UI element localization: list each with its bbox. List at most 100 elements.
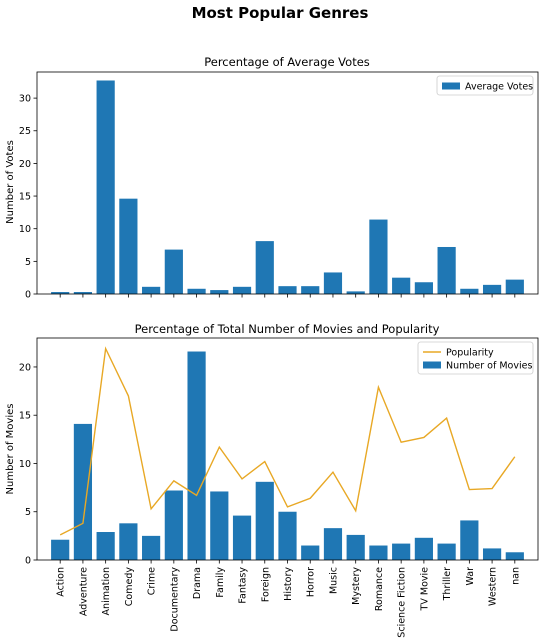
- votes-legend: Average Votes: [436, 75, 534, 96]
- movies-bar-comedy: [119, 523, 138, 560]
- legend-swatch-number-of-movies: [423, 361, 441, 369]
- votes-bar-fantasy: [232, 286, 252, 294]
- movies-xtick-label-crime: Crime: [147, 567, 158, 595]
- movies-ytick-label: 0: [25, 555, 31, 566]
- votes-ytick-label: 20: [19, 159, 31, 170]
- movies-bar-foreign: [255, 481, 274, 560]
- movies-bar-mystery: [346, 534, 365, 560]
- movies-bars: [51, 351, 524, 560]
- movies-legend: Popularity Number of Movies: [417, 341, 534, 375]
- movies-bar-nan: [505, 552, 524, 560]
- legend-label-average-votes: Average Votes: [465, 81, 533, 92]
- votes-bar-romance: [369, 219, 388, 294]
- movies-bar-western: [482, 548, 502, 560]
- votes-bar-drama: [187, 288, 206, 294]
- votes-bar-science-fiction: [392, 277, 411, 294]
- movies-axes-frame: [36, 337, 539, 561]
- votes-bar-adventure: [73, 292, 93, 294]
- votes-bar-mystery: [346, 291, 365, 294]
- votes-bar-music: [323, 272, 343, 294]
- votes-bar-comedy: [119, 198, 138, 294]
- movies-bar-family: [210, 491, 229, 560]
- movies-bar-animation: [96, 532, 115, 560]
- votes-bar-nan: [505, 279, 524, 294]
- movies-chart-ylabel: Number of Movies: [5, 404, 16, 495]
- movies-bar-drama: [187, 351, 206, 560]
- votes-ytick-label: 15: [19, 191, 31, 202]
- movies-xtick-label-fantasy: Fantasy: [238, 567, 249, 604]
- votes-bar-foreign: [255, 241, 274, 294]
- votes-bar-crime: [142, 286, 161, 294]
- votes-bars: [51, 80, 524, 294]
- votes-bar-western: [482, 284, 502, 294]
- movies-xtick-label-adventure: Adventure: [78, 567, 89, 616]
- votes-ytick-label: 25: [19, 126, 31, 137]
- votes-ytick-label: 0: [25, 289, 31, 300]
- movies-ytick-label: 15: [19, 411, 31, 422]
- movies-y-axis: 0 5 10 15 20: [19, 362, 37, 566]
- movies-bar-science-fiction: [392, 543, 411, 560]
- movies-xtick-label-mystery: Mystery: [351, 567, 362, 605]
- legend-label-number-of-movies: Number of Movies: [446, 360, 532, 371]
- movies-xtick-label-science-fiction: Science Fiction: [397, 567, 408, 638]
- votes-bar-thriller: [437, 246, 456, 294]
- popularity-series-line: [59, 346, 516, 536]
- popularity-line: [59, 346, 516, 536]
- movies-bar-history: [278, 511, 297, 560]
- votes-bar-documentary: [164, 249, 183, 294]
- movies-bar-war: [460, 520, 479, 560]
- movies-legend-box: [417, 341, 534, 375]
- votes-chart-ylabel: Number of Votes: [5, 140, 16, 224]
- movies-xtick-label-nan: nan: [510, 567, 521, 585]
- legend-label-popularity: Popularity: [446, 347, 494, 358]
- movies-bar-romance: [369, 545, 388, 560]
- movies-xtick-label-animation: Animation: [101, 567, 112, 615]
- votes-bar-war: [460, 288, 479, 294]
- votes-bar-animation: [96, 80, 115, 294]
- movies-ytick-label: 10: [19, 459, 31, 470]
- legend-swatch-average-votes: [442, 82, 460, 90]
- votes-chart-title: Percentage of Average Votes: [204, 55, 370, 69]
- movies-bar-action: [51, 539, 70, 560]
- movies-xtick-label-war: War: [465, 567, 476, 586]
- movies-xtick-label-comedy: Comedy: [124, 567, 135, 607]
- votes-ytick-label: 5: [25, 257, 31, 268]
- movies-bar-tv-movie: [414, 537, 433, 560]
- movies-xtick-label-horror: Horror: [306, 567, 317, 597]
- votes-bar-action: [51, 292, 70, 294]
- movies-xtick-label-western: Western: [488, 567, 499, 606]
- movies-bar-horror: [301, 545, 320, 560]
- movies-xtick-label-action: Action: [56, 567, 67, 597]
- movies-chart-title: Percentage of Total Number of Movies and…: [135, 322, 440, 336]
- votes-bar-history: [278, 286, 297, 294]
- movies-xtick-label-thriller: Thriller: [442, 567, 453, 601]
- movies-xtick-label-documentary: Documentary: [169, 567, 180, 632]
- votes-y-axis: 0 5 10 15 20 25 30: [19, 94, 37, 300]
- movies-xtick-label-tv-movie: TV Movie: [419, 567, 430, 612]
- movies-xtick-label-family: Family: [215, 567, 226, 598]
- movies-bar-documentary: [164, 490, 183, 560]
- movies-x-axis: Action Adventure Animation Comedy Crime Docum…: [56, 560, 521, 638]
- votes-bar-family: [210, 290, 229, 294]
- movies-bar-fantasy: [232, 515, 252, 560]
- movies-bar-crime: [142, 535, 161, 560]
- votes-ytick-label: 30: [19, 94, 31, 105]
- votes-ytick-label: 10: [19, 224, 31, 235]
- movies-bar-adventure: [73, 423, 93, 560]
- movies-bar-music: [323, 528, 343, 560]
- movies-xtick-label-romance: Romance: [374, 567, 385, 611]
- votes-x-axis: [59, 294, 516, 298]
- votes-chart: Percentage of Average Votes Number of Vo…: [5, 55, 539, 300]
- votes-axes-frame: [36, 71, 539, 295]
- movies-xtick-label-foreign: Foreign: [260, 567, 271, 602]
- votes-bar-horror: [301, 286, 320, 294]
- movies-xtick-label-drama: Drama: [192, 567, 203, 599]
- votes-legend-box: [436, 75, 534, 96]
- movies-bar-thriller: [437, 543, 456, 560]
- movies-xtick-label-history: History: [283, 567, 294, 601]
- movies-ytick-label: 20: [19, 362, 31, 373]
- votes-bar-tv-movie: [414, 282, 433, 294]
- movies-chart: Percentage of Total Number of Movies and…: [5, 322, 539, 638]
- movies-ytick-label: 5: [25, 507, 31, 518]
